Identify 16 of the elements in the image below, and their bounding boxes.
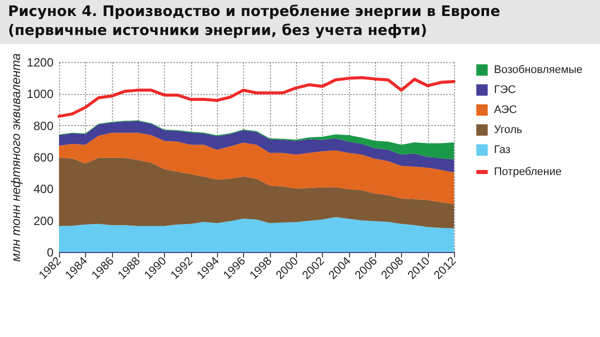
line-series: [58, 76, 456, 118]
legend-label: Потребление: [494, 166, 562, 178]
legend-label: Возобновляемые: [494, 64, 583, 76]
legend-label: АЭС: [494, 104, 517, 116]
legend-label: ГЭС: [494, 84, 516, 96]
y-tick-label: 400: [33, 182, 54, 196]
y-tick-label: 0: [46, 246, 54, 260]
y-tick-label: 1200: [26, 56, 54, 70]
y-tick-label: 200: [33, 214, 54, 228]
y-axis-title: млн тонн нефтяного эквивалента: [8, 53, 23, 262]
legend-label: Газ: [494, 144, 510, 156]
chart-title: Рисунок 4. Производство и потребление энергии в Европе (первичные источники энергии, без учета нефти): [0, 0, 600, 44]
y-tick-label: 800: [33, 118, 54, 133]
legend-label: Уголь: [494, 124, 523, 136]
y-tick-label: 1000: [26, 87, 54, 102]
y-tick-label: 600: [33, 150, 54, 164]
